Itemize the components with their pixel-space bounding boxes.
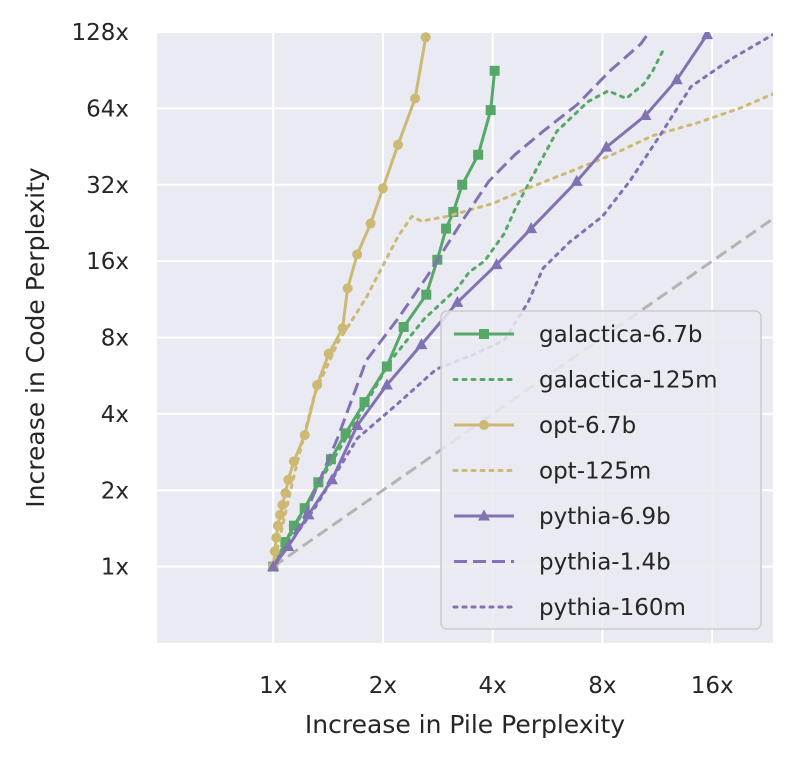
data-point bbox=[365, 218, 376, 229]
series-line bbox=[271, 32, 652, 568]
x-axis-label: Increase in Pile Perplexity bbox=[305, 710, 625, 739]
data-point bbox=[340, 428, 351, 439]
data-point bbox=[377, 183, 388, 194]
legend-marker bbox=[479, 420, 489, 430]
y-tick-label: 4x bbox=[101, 402, 129, 428]
data-point bbox=[381, 361, 392, 372]
plot-area bbox=[267, 32, 773, 572]
y-tick-label: 16x bbox=[86, 249, 129, 275]
data-point bbox=[420, 32, 431, 43]
data-point bbox=[337, 323, 348, 334]
series-pythia-6.9b bbox=[267, 32, 714, 572]
data-point bbox=[570, 174, 583, 186]
legend-item: pythia-160m bbox=[452, 595, 686, 621]
legend-label: pythia-1.4b bbox=[539, 550, 671, 576]
data-point bbox=[326, 473, 339, 485]
series-line bbox=[271, 47, 666, 569]
data-point bbox=[415, 338, 428, 350]
data-point bbox=[451, 295, 464, 307]
data-point bbox=[473, 149, 484, 160]
legend: galactica-6.7b galactica-125m opt-6.7b opt-… bbox=[440, 310, 762, 630]
data-point bbox=[393, 139, 404, 150]
y-tick-label: 8x bbox=[101, 326, 129, 352]
legend-marker bbox=[478, 509, 490, 521]
series-line bbox=[271, 92, 773, 569]
data-point bbox=[352, 249, 363, 260]
data-point bbox=[380, 378, 393, 390]
data-point bbox=[275, 509, 286, 520]
data-point bbox=[280, 488, 291, 499]
legend-label: galactica-6.7b bbox=[539, 322, 702, 348]
legend-item: pythia-1.4b bbox=[454, 550, 671, 576]
data-point bbox=[421, 289, 432, 300]
legend-label: pythia-6.9b bbox=[539, 504, 671, 530]
y-axis-ticks: 1x 2x 4x 8x 16x 32x 64x 128x bbox=[71, 20, 129, 581]
data-point bbox=[359, 397, 370, 408]
data-point bbox=[600, 140, 613, 152]
x-tick-label: 1x bbox=[259, 673, 287, 699]
data-point bbox=[448, 206, 459, 217]
data-point bbox=[410, 93, 421, 104]
y-tick-label: 32x bbox=[86, 173, 129, 199]
data-point bbox=[351, 418, 364, 430]
legend-item: opt-6.7b bbox=[454, 413, 636, 439]
x-axis-ticks: 1x 2x 4x 8x 16x bbox=[259, 673, 734, 699]
x-tick-label: 2x bbox=[369, 673, 397, 699]
series-opt-125m bbox=[271, 92, 773, 569]
data-point bbox=[525, 222, 538, 234]
reference-line bbox=[272, 217, 773, 568]
legend-label: galactica-125m bbox=[539, 368, 718, 394]
data-point bbox=[277, 499, 288, 510]
legend-label: pythia-160m bbox=[539, 595, 686, 621]
y-tick-label: 2x bbox=[101, 478, 129, 504]
data-point bbox=[670, 73, 683, 85]
y-tick-label: 1x bbox=[101, 555, 129, 581]
y-axis-label: Increase in Code Perplexity bbox=[21, 167, 50, 508]
data-point bbox=[325, 454, 336, 465]
y-tick-label: 64x bbox=[86, 96, 129, 122]
legend-marker bbox=[479, 329, 489, 339]
y-tick-label: 128x bbox=[71, 20, 129, 46]
data-point bbox=[701, 32, 714, 40]
legend-item: galactica-125m bbox=[452, 368, 718, 394]
data-point bbox=[441, 223, 452, 234]
data-point bbox=[342, 283, 353, 294]
data-point bbox=[485, 105, 496, 116]
data-point bbox=[457, 179, 468, 190]
legend-item: opt-125m bbox=[452, 459, 651, 485]
x-tick-label: 16x bbox=[691, 673, 734, 699]
series-pythia-1.4b bbox=[271, 32, 652, 568]
legend-item: pythia-6.9b bbox=[454, 504, 671, 530]
data-point bbox=[398, 321, 409, 332]
data-point bbox=[489, 65, 500, 76]
data-point bbox=[639, 108, 652, 120]
legend-label: opt-125m bbox=[539, 459, 651, 485]
series-line bbox=[271, 33, 773, 569]
x-tick-label: 4x bbox=[479, 673, 507, 699]
legend-box bbox=[440, 310, 762, 630]
legend-item: galactica-6.7b bbox=[454, 322, 702, 348]
data-point bbox=[283, 474, 294, 485]
series-galactica-125m bbox=[271, 47, 666, 569]
data-point bbox=[490, 258, 503, 270]
series-pythia-160m bbox=[271, 33, 773, 569]
data-point bbox=[288, 456, 299, 467]
x-tick-label: 8x bbox=[588, 673, 616, 699]
legend-label: opt-6.7b bbox=[539, 413, 636, 439]
data-point bbox=[272, 520, 283, 531]
series-group bbox=[267, 32, 773, 572]
